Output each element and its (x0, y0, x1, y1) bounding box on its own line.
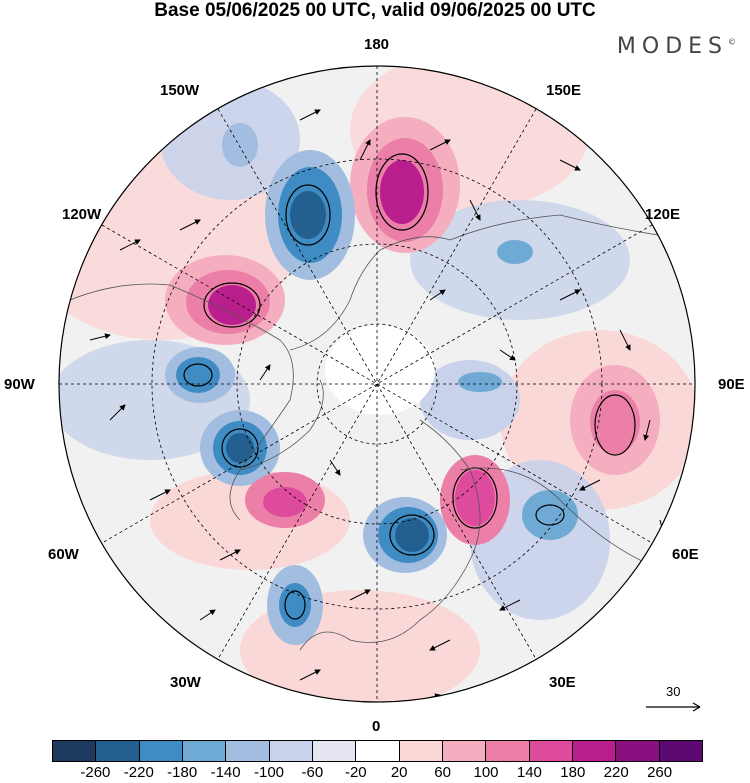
colorbar-cell (529, 741, 573, 761)
reference-vector-arrow (646, 702, 701, 712)
neg-anomaly-core (395, 518, 429, 552)
colorbar-cell (356, 741, 400, 761)
map-border (58, 65, 696, 703)
colorbar-tick-label: 260 (647, 764, 673, 781)
lon-label-120w: 120W (62, 206, 102, 223)
colorbar-tick-label: -100 (253, 764, 285, 781)
colorbar-cell (269, 741, 313, 761)
polar-cap (325, 325, 435, 415)
neg-anomaly-core (497, 240, 533, 264)
lon-label-150e: 150E (546, 82, 582, 99)
map-title: Base 05/06/2025 00 UTC, valid 09/06/2025… (154, 0, 596, 21)
neg-anomaly-core (522, 490, 578, 540)
lon-label-150w: 150W (160, 82, 200, 99)
lon-label-180: 180 (364, 36, 390, 53)
colorbar-cell (616, 741, 660, 761)
pos-anomaly-core (455, 470, 495, 526)
colorbar-tick-label: 180 (560, 764, 586, 781)
neg-anomaly-core (176, 357, 220, 393)
colorbar-cell (226, 741, 270, 761)
reference-vector-label: 30 (666, 684, 681, 699)
colorbar-cell (96, 741, 140, 761)
neg-anomaly-core (458, 372, 502, 392)
colorbar-cell (139, 741, 183, 761)
colorbar-cell (659, 741, 702, 761)
lon-label-30e: 30E (549, 674, 576, 691)
lon-label-30w: 30W (170, 674, 201, 691)
colorbar-tick-label: 20 (390, 764, 408, 781)
colorbar-tick-label: -60 (301, 764, 324, 781)
pos-anomaly-core (380, 160, 424, 224)
pos-anomaly-core (263, 487, 307, 517)
neg-anomaly-core (290, 191, 326, 239)
neg-anomaly-field (420, 360, 520, 440)
pos-anomaly-field (150, 470, 350, 570)
colorbar-tick-label: 140 (516, 764, 542, 781)
colorbar-tick-label: -180 (167, 764, 198, 781)
lon-label-90w: 90W (4, 376, 35, 393)
colorbar-cell (572, 741, 617, 761)
neg-anomaly-core (279, 583, 311, 627)
colorbar-tick-label: -140 (210, 764, 241, 781)
colorbar (52, 740, 703, 762)
modes-logo: MODES© (617, 34, 736, 59)
lon-label-90e: 90E (718, 376, 745, 393)
lon-label-120e: 120E (645, 206, 681, 223)
colorbar-cell (53, 741, 97, 761)
map-disc (59, 66, 695, 702)
colorbar-cell (442, 741, 487, 761)
colorbar-tick-label: 60 (434, 764, 451, 781)
colorbar-cell (486, 741, 530, 761)
colorbar-cell (312, 741, 357, 761)
lon-label-60w: 60W (48, 546, 79, 563)
neg-anomaly-core (226, 433, 254, 463)
neg-anomaly-core (222, 123, 258, 167)
lon-label-60e: 60E (672, 546, 699, 563)
colorbar-tick-label: 100 (473, 764, 499, 781)
lon-label-0: 0 (372, 718, 381, 735)
colorbar-cell (399, 741, 443, 761)
pos-anomaly-core (590, 390, 640, 454)
colorbar-tick-label: -220 (123, 764, 154, 781)
colorbar-ticks: -260 -220 -180 -140 -100 -60 -20 20 60 100 140 180 2… (0, 764, 750, 782)
brand-mark: © (728, 37, 736, 47)
colorbar-cell (182, 741, 227, 761)
meridians (59, 66, 695, 702)
brand-text: MODES (616, 34, 728, 59)
colorbar-tick-label: -20 (344, 764, 367, 781)
colorbar-tick-label: -260 (80, 764, 111, 781)
pos-anomaly-core (208, 285, 256, 325)
colorbar-tick-label: 220 (603, 764, 629, 781)
